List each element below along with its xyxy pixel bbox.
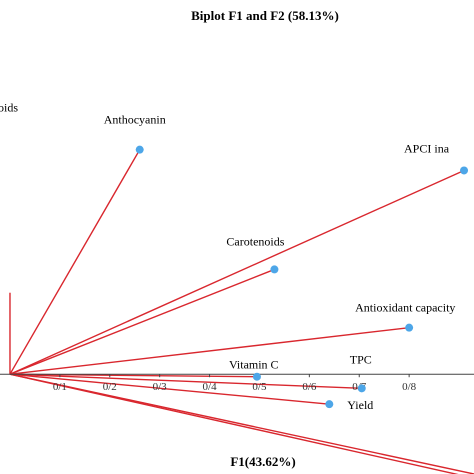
loading-vector [9,373,330,405]
x-tick-label: 0/3 [153,381,168,393]
x-tick-label: 0/2 [103,381,117,393]
marker-layer [135,145,469,409]
variable-label: Anthocyanin [104,113,166,127]
loading-vector [9,149,141,375]
variable-marker [357,384,366,393]
x-axis-title: F1(43.62%) [230,454,295,469]
variable-marker [405,323,414,332]
variable-label: Yield [347,398,373,412]
x-tick-label: 0/4 [203,381,218,393]
loading-vector [9,169,465,375]
x-tick-label: 0/6 [302,381,317,393]
variable-marker [135,145,144,154]
variable-marker [460,166,469,175]
variable-marker [325,400,334,409]
loading-vector [9,268,275,375]
x-axis: 0/10/20/30/40/50/60/70/8 [0,373,474,393]
x-tick-label: 0/8 [402,381,417,393]
vector-layer [9,149,474,474]
loading-vector [9,373,459,474]
loading-vector [9,326,410,375]
chart-title: Biplot F1 and F2 (58.13%) [191,8,339,23]
variable-label: Carotenoids [226,234,284,248]
variable-label: APCI ina [404,141,450,155]
variable-label: TPC [350,352,372,366]
loading-vector [9,373,362,390]
variable-label: oids [0,101,18,115]
variable-marker [252,372,261,381]
variable-marker [270,265,279,274]
label-layer: Anthocyanin APCI ina Carotenoids Antioxidan… [0,101,455,412]
variable-label: Vitamin C [229,358,279,372]
x-tick-label: 0/1 [53,381,67,393]
variable-label: Antioxidant capacity [355,301,455,315]
x-tick-label: 0/5 [252,381,267,393]
